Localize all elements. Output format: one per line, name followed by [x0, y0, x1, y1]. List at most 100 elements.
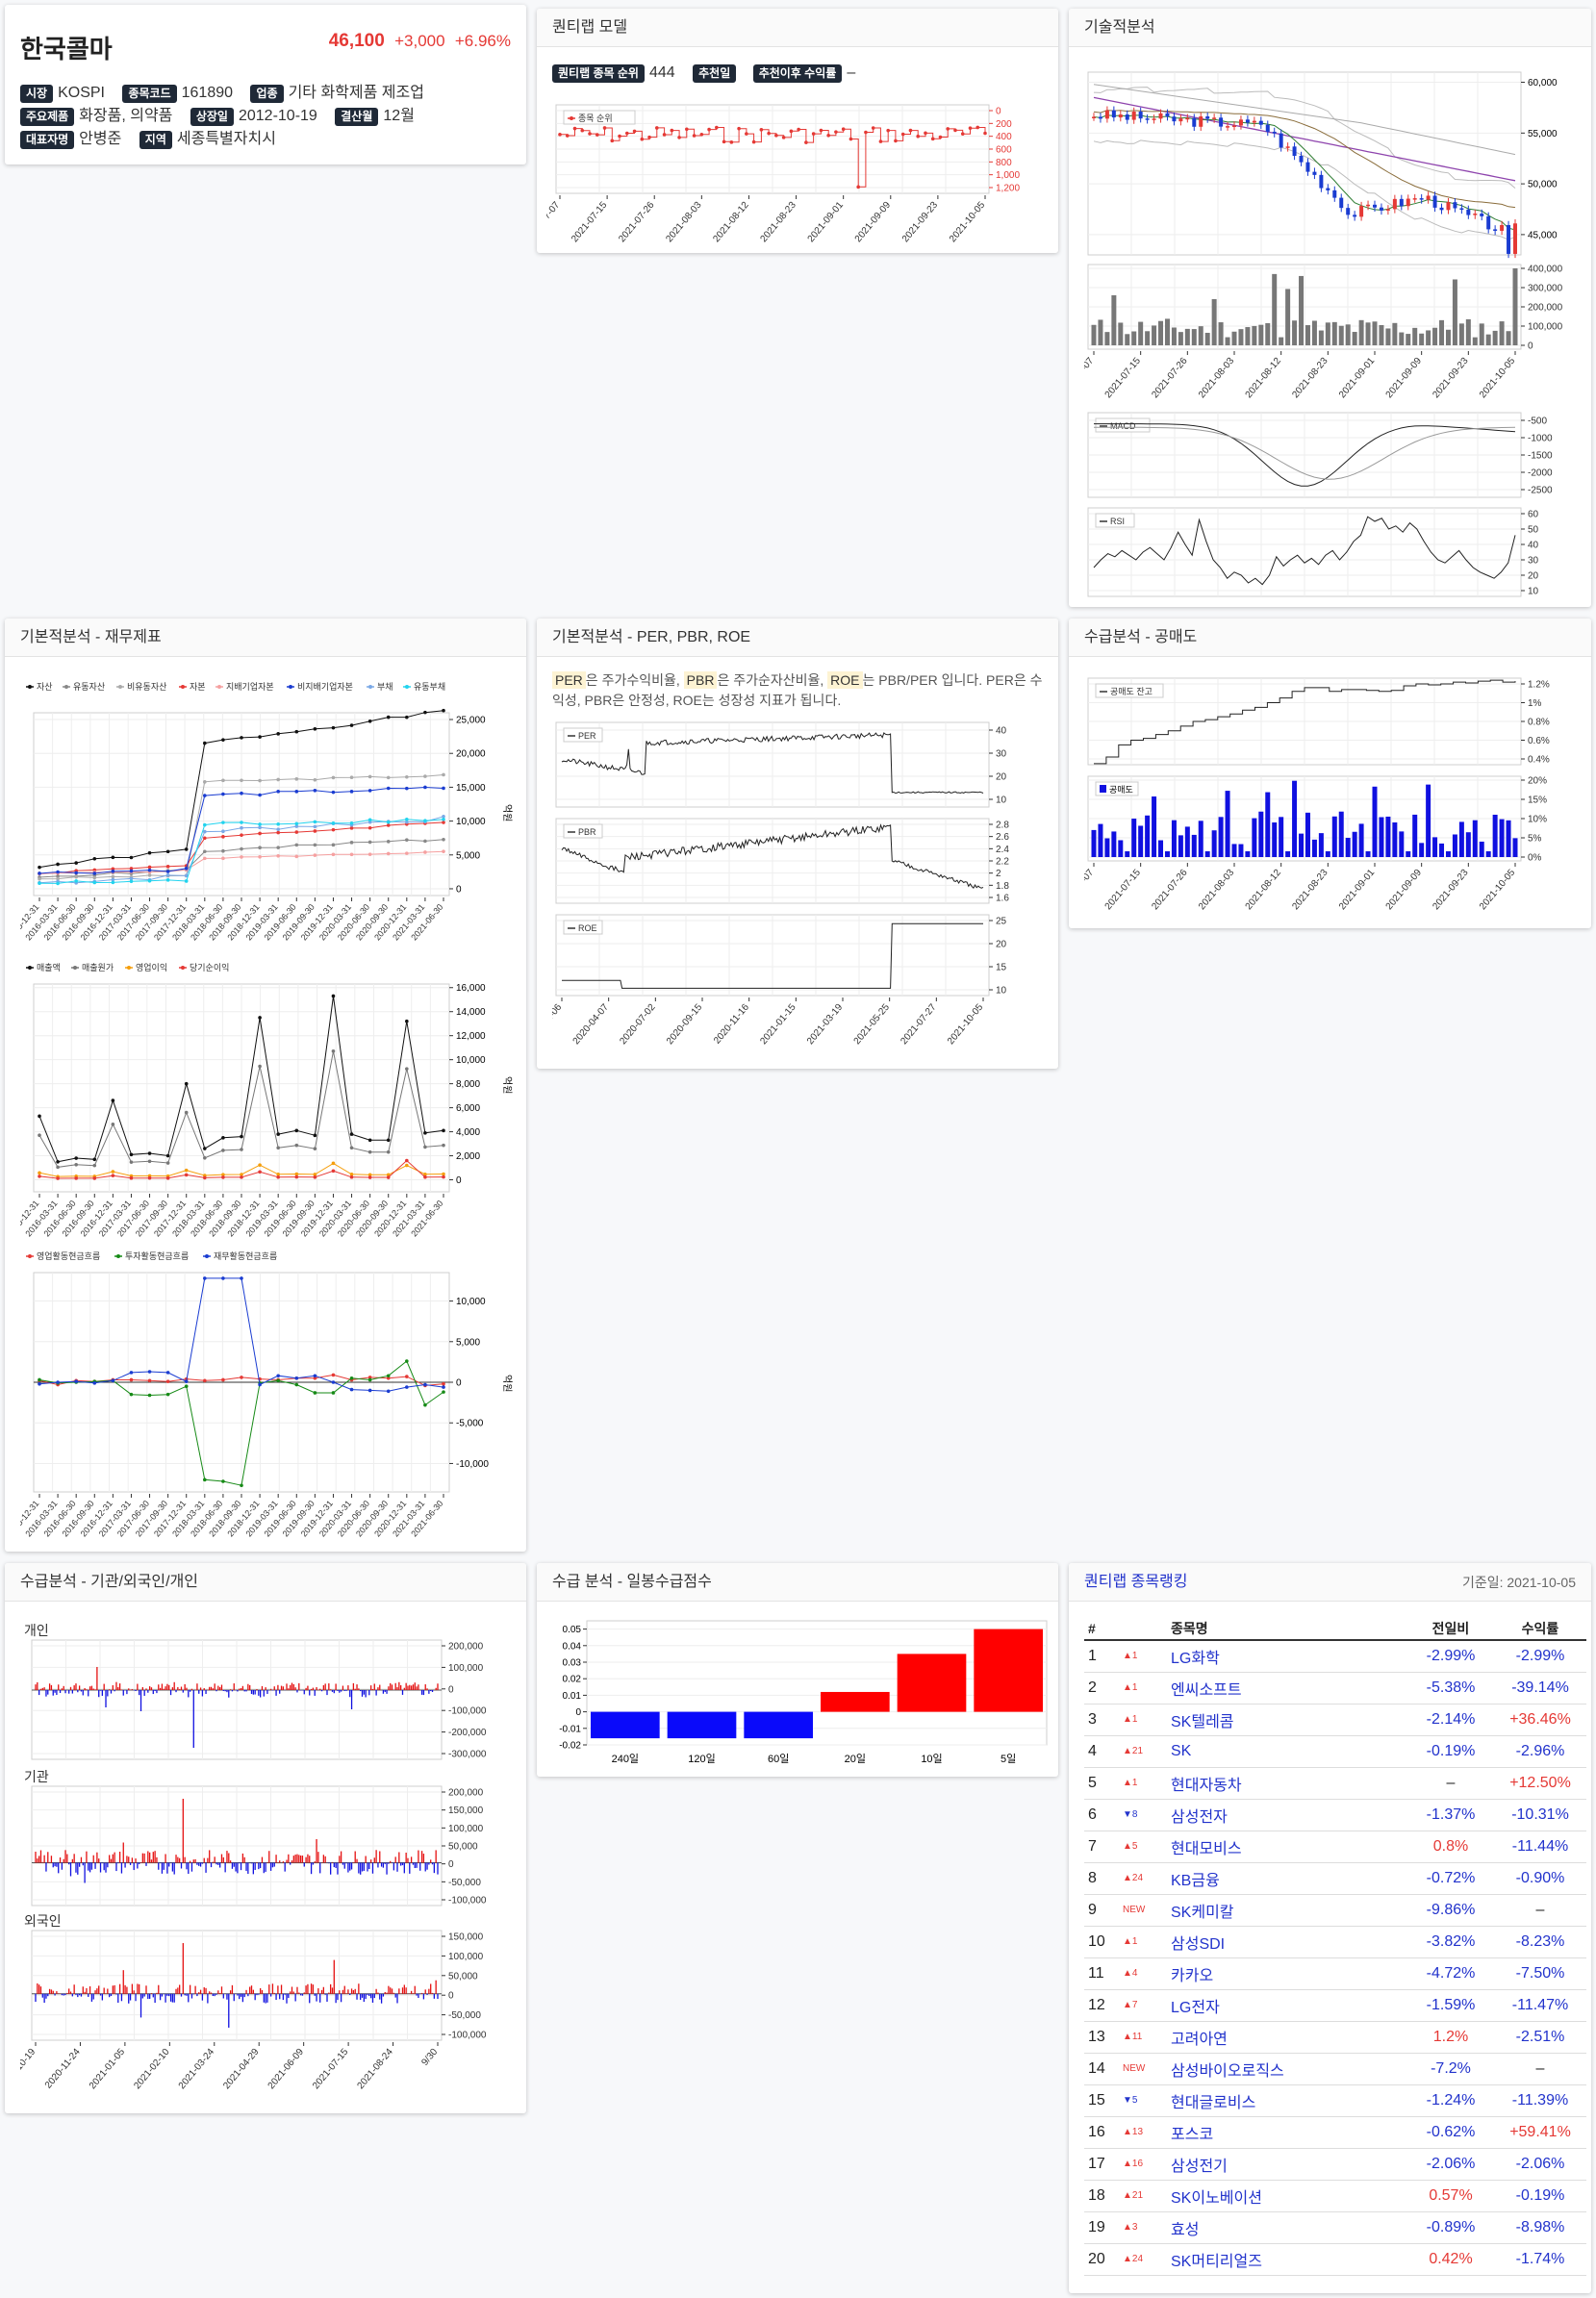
table-row[interactable]: 12 ▲7 LG전자 -1.59% -11.47% [1084, 1989, 1586, 2022]
stock-name-link[interactable]: 효성 [1167, 2211, 1407, 2244]
return-cell: -2.06% [1494, 2148, 1586, 2181]
table-row[interactable]: 20 ▲24 SK머티리얼즈 0.42% -1.74% [1084, 2243, 1586, 2276]
data-point [129, 867, 134, 871]
table-row[interactable]: 8 ▲24 KB금융 -0.72% -0.90% [1084, 1862, 1586, 1895]
y-tick-label: 10% [1528, 815, 1547, 825]
stock-name-link[interactable]: 포스코 [1167, 2116, 1407, 2149]
legend-marker [368, 685, 372, 689]
data-point [349, 1387, 354, 1392]
data-point [367, 1138, 372, 1143]
table-row[interactable]: 5 ▲1 현대자동차 – +12.50% [1084, 1767, 1586, 1800]
data-point [313, 726, 317, 731]
volume-bar [1445, 329, 1451, 345]
candle-body [1513, 223, 1517, 254]
table-row[interactable]: 15 ▼5 현대글로비스 -1.24% -11.39% [1084, 2084, 1586, 2117]
data-point [405, 715, 409, 720]
stock-name-link[interactable]: SK텔레콤 [1167, 1704, 1407, 1736]
candle-body [1326, 188, 1330, 190]
rank-change-badge: NEW [1119, 2053, 1167, 2085]
return-cell: -1.74% [1494, 2243, 1586, 2276]
volume-bar [1265, 322, 1271, 345]
data-point [129, 1377, 134, 1382]
data-point [184, 879, 189, 883]
y-tick-label: -50,000 [448, 2010, 481, 2021]
card-title: 기술적분석 [1069, 9, 1591, 47]
stock-name-link[interactable]: 카카오 [1167, 1957, 1407, 1990]
data-point [56, 1159, 60, 1164]
legend-marker [73, 966, 77, 970]
table-row[interactable]: 14 NEW 삼성바이오로직스 -7.2% – [1084, 2053, 1586, 2085]
stock-name-link[interactable]: 엔씨소프트 [1167, 1672, 1407, 1705]
rank-cell: 19 [1084, 2211, 1119, 2244]
stock-name-link[interactable]: 현대글로비스 [1167, 2084, 1407, 2117]
stock-name-link[interactable]: LG전자 [1167, 1989, 1407, 2022]
data-point [386, 820, 391, 824]
x-tick-label: 2021-10-05 [946, 1002, 986, 1048]
data-point [221, 1136, 225, 1140]
table-row[interactable]: 18 ▲21 SK이노베이션 0.57% -0.19% [1084, 2180, 1586, 2212]
stock-name-link[interactable]: 삼성전자 [1167, 1799, 1407, 1831]
table-row[interactable]: 17 ▲16 삼성전기 -2.06% -2.06% [1084, 2148, 1586, 2181]
rank-cell: 20 [1084, 2243, 1119, 2276]
short-bar [1265, 792, 1271, 857]
stock-name-link[interactable]: 고려아연 [1167, 2021, 1407, 2054]
data-point [221, 856, 225, 861]
table-row[interactable]: 11 ▲4 카카오 -4.72% -7.50% [1084, 1957, 1586, 1990]
stock-name-link[interactable]: LG화학 [1167, 1640, 1407, 1673]
table-row[interactable]: 9 NEW SK케미칼 -9.86% – [1084, 1894, 1586, 1927]
candle-body [1245, 119, 1250, 123]
table-row[interactable]: 19 ▲3 효성 -0.89% -8.98% [1084, 2211, 1586, 2244]
short-bar [1331, 816, 1337, 857]
short-bar [1292, 780, 1298, 857]
stock-name-link[interactable]: SK이노베이션 [1167, 2180, 1407, 2212]
table-row[interactable]: 6 ▼8 삼성전자 -1.37% -10.31% [1084, 1799, 1586, 1831]
table-row[interactable]: 1 ▲1 LG화학 -2.99% -2.99% [1084, 1640, 1586, 1673]
data-point [349, 1146, 354, 1150]
table-row[interactable]: 13 ▲11 고려아연 1.2% -2.51% [1084, 2021, 1586, 2054]
day-change-cell: -4.72% [1407, 1957, 1494, 1990]
score-bar [591, 1711, 660, 1739]
data-point [240, 833, 243, 837]
cash-flow-chart: 10,000 5,000 0 -5,000 -10,000 억원 영업활동현금흐름 투자활동현… [20, 1250, 513, 1539]
stock-name-link[interactable]: KB금융 [1167, 1862, 1407, 1895]
stock-name-link[interactable]: SK케미칼 [1167, 1894, 1407, 1927]
stock-name-link[interactable]: 현대자동차 [1167, 1767, 1407, 1800]
data-point [331, 1380, 336, 1384]
col-rank: # [1084, 1617, 1119, 1641]
data-point [240, 1276, 243, 1280]
rec-date-label: 추천일 [693, 64, 737, 83]
stock-name-link[interactable]: 삼성전기 [1167, 2148, 1407, 2181]
rank-cell: 13 [1084, 2021, 1119, 2054]
stock-name-link[interactable]: SK머티리얼즈 [1167, 2243, 1407, 2276]
stock-name-link[interactable]: 삼성바이오로직스 [1167, 2053, 1407, 2085]
table-row[interactable]: 3 ▲1 SK텔레콤 -2.14% +36.46% [1084, 1704, 1586, 1736]
table-row[interactable]: 10 ▲1 삼성SDI -3.82% -8.23% [1084, 1926, 1586, 1958]
y-tick-label: 200,000 [448, 1642, 484, 1653]
x-tick-label: 2021-08-12 [1244, 356, 1284, 401]
table-row[interactable]: 16 ▲13 포스코 -0.62% +59.41% [1084, 2116, 1586, 2149]
stock-name-link[interactable]: 현대모비스 [1167, 1831, 1407, 1863]
rank-change-badge: ▲1 [1119, 1926, 1167, 1958]
stock-name-link[interactable]: 삼성SDI [1167, 1926, 1407, 1958]
ranking-rows: 1 ▲1 LG화학 -2.99% -2.99% 2 ▲1 엔씨소프트 -5.38% -39.14%… [1084, 1640, 1586, 2276]
y-tick-label: 2.2 [996, 857, 1009, 868]
stock-name-link[interactable]: SK [1167, 1735, 1407, 1768]
return-cell: -8.23% [1494, 1926, 1586, 1958]
table-row[interactable]: 4 ▲21 SK -0.19% -2.96% [1084, 1735, 1586, 1768]
field-label: 시장 [20, 85, 54, 103]
data-point [294, 1376, 299, 1380]
legend-box [1095, 417, 1151, 433]
data-point [258, 846, 262, 850]
card-title: 기본적분석 - PER, PBR, ROE [537, 619, 1058, 657]
foreign-label: 외국인 [24, 1913, 62, 1929]
data-point [294, 1174, 299, 1179]
table-row[interactable]: 2 ▲1 엔씨소프트 -5.38% -39.14% [1084, 1672, 1586, 1705]
short-bar [1485, 851, 1491, 857]
short-bar [1452, 834, 1457, 857]
candle-body [1238, 119, 1243, 126]
y-tick-label: 800 [996, 158, 1012, 168]
x-tick-label: 2021-09-09 [1384, 356, 1425, 401]
table-row[interactable]: 7 ▲5 현대모비스 0.8% -11.44% [1084, 1831, 1586, 1863]
return-cell: -11.39% [1494, 2084, 1586, 2117]
rank-change-badge: ▲24 [1119, 1862, 1167, 1895]
